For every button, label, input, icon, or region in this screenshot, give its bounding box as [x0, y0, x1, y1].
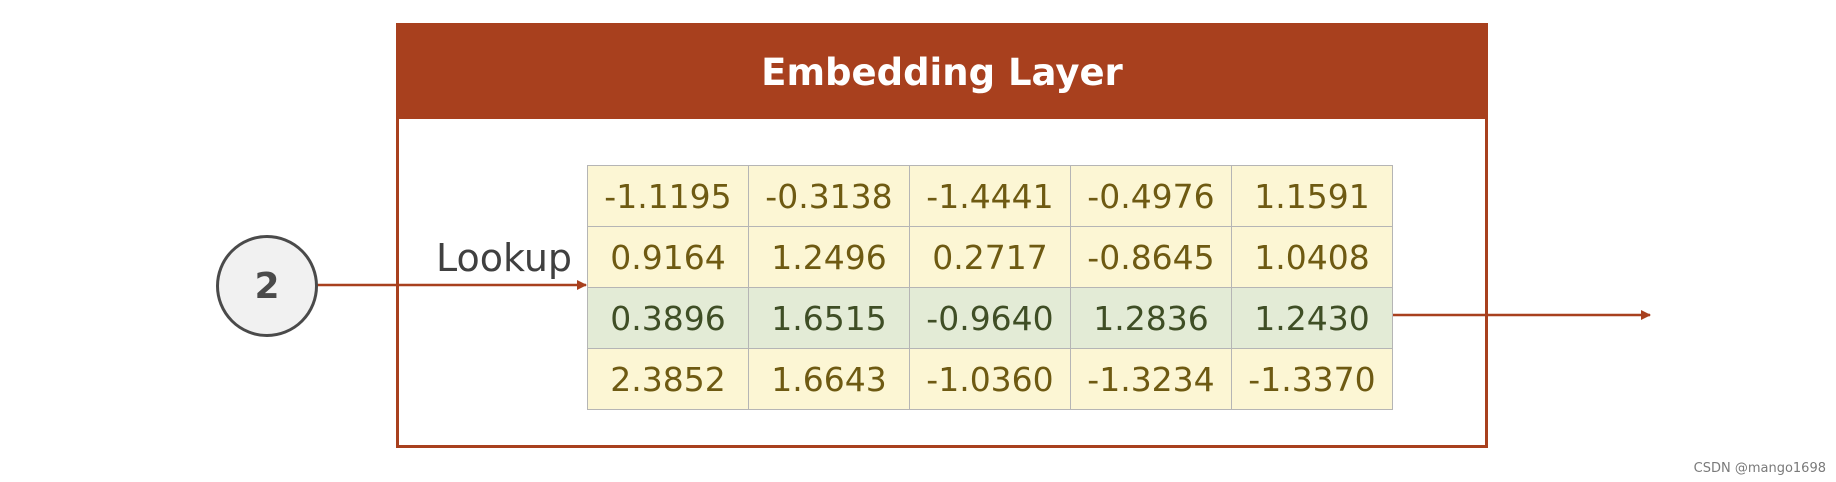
matrix-cell: 1.2496: [748, 226, 910, 288]
matrix-cell: -1.0360: [909, 348, 1071, 410]
matrix-cell: -0.4976: [1070, 165, 1232, 227]
matrix-cell: -1.4441: [909, 165, 1071, 227]
watermark: CSDN @mango1698: [1693, 461, 1826, 476]
matrix-row: 0.9164 1.2496 0.2717 -0.8645 1.0408: [587, 226, 1393, 288]
embedding-layer-title: Embedding Layer: [399, 26, 1485, 119]
matrix-cell: 0.3896: [587, 287, 749, 349]
lookup-label: Lookup: [436, 236, 573, 280]
matrix-cell: 2.3852: [587, 348, 749, 410]
matrix-cell: 1.6643: [748, 348, 910, 410]
matrix-cell: -1.1195: [587, 165, 749, 227]
matrix-cell: 1.0408: [1231, 226, 1393, 288]
matrix-cell: 1.6515: [748, 287, 910, 349]
matrix-cell: 1.2836: [1070, 287, 1232, 349]
embedding-matrix: -1.1195 -0.3138 -1.4441 -0.4976 1.1591 0…: [587, 165, 1393, 410]
input-token-node: 2: [216, 235, 318, 337]
matrix-row: 2.3852 1.6643 -1.0360 -1.3234 -1.3370: [587, 348, 1393, 410]
matrix-cell: -1.3234: [1070, 348, 1232, 410]
matrix-cell: -0.9640: [909, 287, 1071, 349]
matrix-cell: -1.3370: [1231, 348, 1393, 410]
matrix-cell: -0.8645: [1070, 226, 1232, 288]
matrix-cell: -0.3138: [748, 165, 910, 227]
matrix-cell: 0.9164: [587, 226, 749, 288]
matrix-cell: 1.2430: [1231, 287, 1393, 349]
matrix-row-selected: 0.3896 1.6515 -0.9640 1.2836 1.2430: [587, 287, 1393, 349]
matrix-cell: 0.2717: [909, 226, 1071, 288]
matrix-row: -1.1195 -0.3138 -1.4441 -0.4976 1.1591: [587, 165, 1393, 227]
matrix-cell: 1.1591: [1231, 165, 1393, 227]
